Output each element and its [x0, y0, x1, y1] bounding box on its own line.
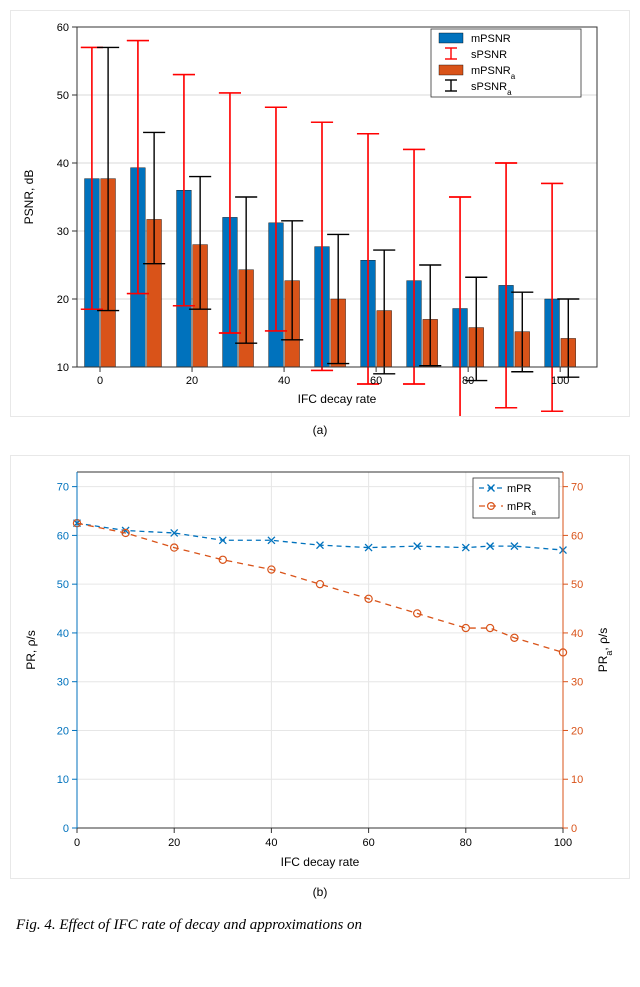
svg-text:50: 50	[57, 90, 69, 102]
svg-text:40: 40	[57, 628, 69, 640]
svg-text:PR, ρ/s: PR, ρ/s	[24, 630, 38, 670]
svg-text:70: 70	[571, 482, 583, 494]
svg-text:30: 30	[57, 677, 69, 689]
svg-text:30: 30	[571, 677, 583, 689]
svg-text:0: 0	[97, 375, 103, 387]
svg-text:40: 40	[265, 837, 277, 849]
svg-text:mPSNR: mPSNR	[471, 33, 511, 45]
svg-text:20: 20	[57, 725, 69, 737]
svg-text:60: 60	[57, 530, 69, 542]
figure-caption: Fig. 4. Effect of IFC rate of decay and …	[16, 917, 624, 934]
svg-text:100: 100	[554, 837, 572, 849]
svg-text:70: 70	[57, 482, 69, 494]
pr-line-chart: 0 20 40 60 80 100 0 10 20 30 40 50 60 70 0 10 20 30 40 50 60…	[10, 455, 630, 879]
svg-text:40: 40	[278, 375, 290, 387]
svg-text:0: 0	[571, 823, 577, 835]
svg-text:50: 50	[57, 579, 69, 591]
svg-text:60: 60	[370, 375, 382, 387]
panel-a-label: (a)	[10, 423, 630, 437]
svg-text:20: 20	[168, 837, 180, 849]
svg-text:20: 20	[57, 294, 69, 306]
svg-text:0: 0	[63, 823, 69, 835]
svg-text:40: 40	[57, 158, 69, 170]
svg-text:10: 10	[571, 774, 583, 786]
svg-text:60: 60	[57, 22, 69, 34]
chart-a-svg: 0 20 40 60 80 100 10 20 30 40 50 60 IFC decay rate PS…	[11, 11, 619, 416]
svg-text:40: 40	[571, 628, 583, 640]
svg-text:60: 60	[362, 837, 374, 849]
svg-text:10: 10	[57, 774, 69, 786]
svg-text:80: 80	[462, 375, 474, 387]
svg-text:100: 100	[551, 375, 569, 387]
svg-text:IFC decay rate: IFC decay rate	[281, 855, 360, 869]
psnr-bar-chart: 0 20 40 60 80 100 10 20 30 40 50 60 IFC decay rate PS…	[10, 10, 630, 417]
svg-text:0: 0	[74, 837, 80, 849]
svg-text:20: 20	[571, 725, 583, 737]
svg-text:60: 60	[571, 530, 583, 542]
svg-text:IFC decay rate: IFC decay rate	[298, 392, 377, 406]
panel-b-label: (b)	[10, 885, 630, 899]
chart-b-svg: 0 20 40 60 80 100 0 10 20 30 40 50 60 70 0 10 20 30 40 50 60…	[11, 456, 619, 878]
svg-text:10: 10	[57, 362, 69, 374]
svg-text:sPSNR: sPSNR	[471, 49, 507, 61]
svg-text:20: 20	[186, 375, 198, 387]
svg-text:50: 50	[571, 579, 583, 591]
svg-text:30: 30	[57, 226, 69, 238]
svg-text:mPR: mPR	[507, 483, 532, 495]
svg-text:80: 80	[460, 837, 472, 849]
svg-text:PSNR, dB: PSNR, dB	[22, 170, 36, 225]
